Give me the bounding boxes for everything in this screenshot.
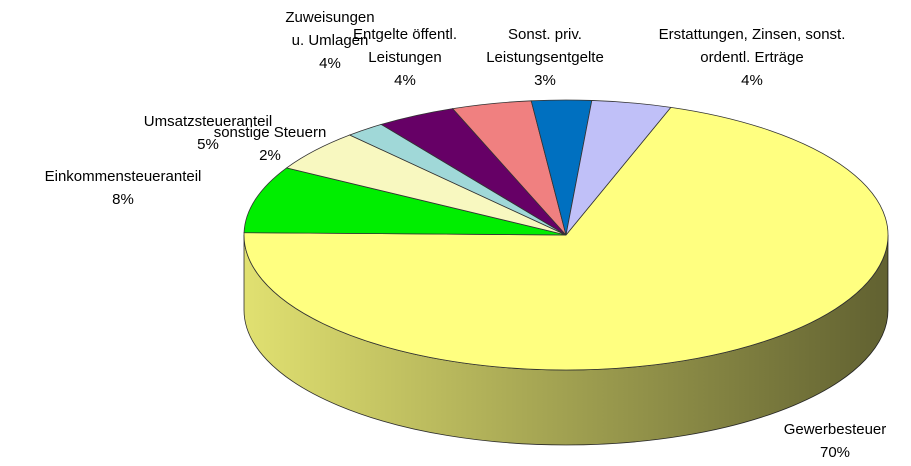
value-label: 3% [534,72,556,89]
category-label: Zuweisungen u. Umlagen [285,9,375,49]
category-label: sonstige Steuern [213,124,327,141]
value-label: 70% [819,444,851,461]
category-label: Sonst. priv. Leistungsentgelte [486,26,604,66]
slice-label: Zuweisungen u. Umlagen 4% [278,6,383,75]
slice-label: Gewerbesteuer 70% [784,418,887,464]
slice-label: Erstattungen, Zinsen, sonst. ordentl. Er… [642,23,862,92]
slice-label: sonstige Steuern 2% [214,121,327,167]
slice-label: Einkommensteueranteil 8% [45,165,202,211]
value-label: 4% [394,72,416,89]
value-label: 2% [259,147,281,164]
pie-slice [243,106,889,371]
slice-label: Sonst. priv. Leistungsentgelte 3% [470,23,620,92]
slice-label: Umsatzsteueranteil 5% [144,110,272,156]
category-label: Gewerbesteuer [783,421,887,438]
value-label: 4% [319,55,341,72]
pie-slice [243,167,567,236]
slice-label: Entgelte öffentl. Leistungen 4% [345,23,465,92]
category-label: Erstattungen, Zinsen, sonst. ordentl. Er… [658,26,846,66]
category-label: Umsatzsteueranteil [143,113,273,130]
value-label: 4% [741,72,763,89]
value-label: 8% [112,191,134,208]
pie-slice [565,100,672,236]
category-label: Einkommensteueranteil [44,168,202,185]
pie-wall-shade [244,235,888,445]
value-label: 5% [197,136,219,153]
category-label: Entgelte öffentl. Leistungen [353,26,457,66]
